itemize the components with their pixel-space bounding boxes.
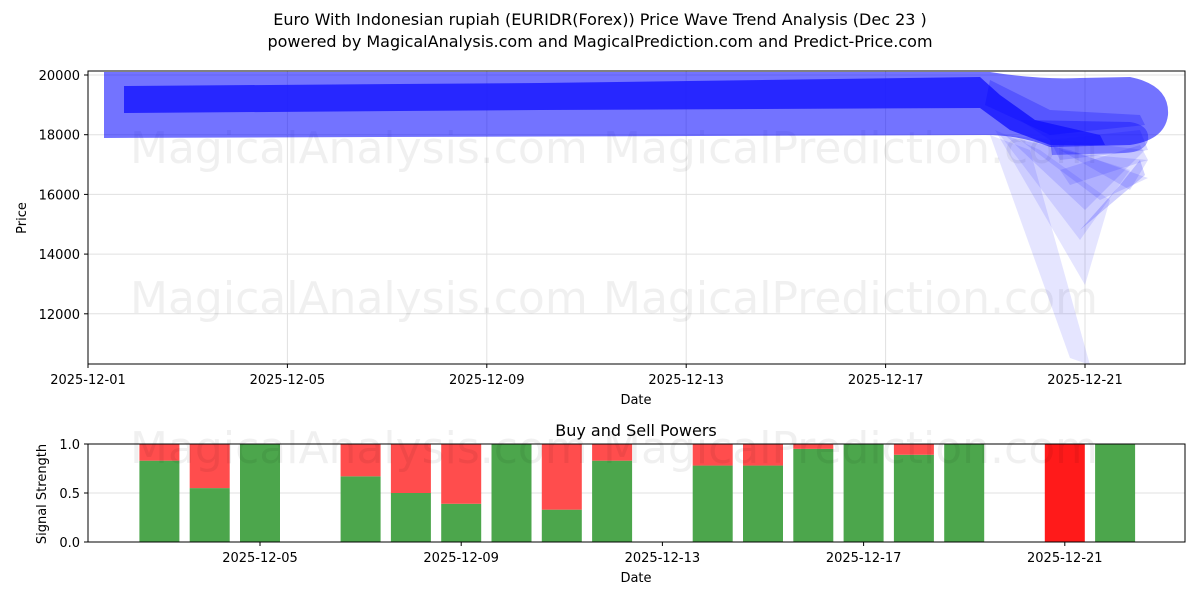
watermark-6: MagicalPrediction.com xyxy=(603,423,1098,474)
watermark-5: MagicalAnalysis.com xyxy=(130,423,588,474)
y-tick-label: 1.0 xyxy=(59,438,80,453)
signal-plot: Buy and Sell Powers MagicalAnalysis.com … xyxy=(35,421,1186,586)
buy-bar xyxy=(843,444,884,542)
x-tick-label: 2025-12-09 xyxy=(449,373,525,388)
signal-x-label: Date xyxy=(620,571,651,586)
price-plot-frame xyxy=(87,70,1186,365)
x-tick-label: 2025-12-13 xyxy=(625,551,701,566)
signal-y-label: Signal Strength xyxy=(35,444,50,544)
x-tick-label: 2025-12-05 xyxy=(222,551,298,566)
buy-bar xyxy=(541,509,582,542)
buy-bar xyxy=(240,444,280,542)
wave-bands xyxy=(104,72,1169,155)
sell-bar xyxy=(139,444,180,461)
sell-bar xyxy=(592,444,633,461)
y-tick-label: 0.0 xyxy=(59,536,80,551)
y-tick-label: 16000 xyxy=(39,188,80,203)
y-tick-label: 14000 xyxy=(39,248,80,263)
sell-bar xyxy=(441,444,482,504)
signal-watermarks: MagicalAnalysis.com MagicalPrediction.co… xyxy=(130,423,1098,474)
sell-bar xyxy=(692,444,733,466)
y-tick-label: 0.5 xyxy=(59,487,80,502)
x-tick-label: 2025-12-17 xyxy=(848,373,924,388)
sell-bar xyxy=(793,444,834,449)
sell-bar xyxy=(743,444,783,466)
sell-bar xyxy=(1044,444,1085,542)
x-tick-label: 2025-12-09 xyxy=(423,551,499,566)
x-tick-label: 2025-12-01 xyxy=(50,373,126,388)
y-tick-label: 18000 xyxy=(39,129,80,144)
sell-bar xyxy=(541,444,582,510)
y-tick-label: 20000 xyxy=(39,69,80,84)
watermark-3: MagicalAnalysis.com xyxy=(130,273,588,324)
price-plot: MagicalAnalysis.com MagicalPrediction.co… xyxy=(15,69,1186,408)
x-tick-label: 2025-12-21 xyxy=(1027,551,1103,566)
y-tick-label: 12000 xyxy=(39,308,80,323)
buy-bar xyxy=(441,503,482,542)
buy-bar xyxy=(189,488,230,542)
buy-bar xyxy=(1095,444,1136,542)
buy-bar xyxy=(340,476,381,542)
price-y-axis: 12000 14000 16000 18000 20000 xyxy=(39,69,88,323)
buy-bar xyxy=(893,454,934,542)
buy-bar xyxy=(793,448,834,542)
x-tick-label: 2025-12-21 xyxy=(1047,373,1123,388)
x-tick-label: 2025-12-05 xyxy=(250,373,326,388)
signal-y-axis: 0.0 0.5 1.0 xyxy=(59,438,88,551)
chart-title: Euro With Indonesian rupiah (EURIDR(Fore… xyxy=(273,10,927,29)
sell-bar xyxy=(390,444,431,493)
signal-bars xyxy=(139,444,1136,542)
x-tick-label: 2025-12-13 xyxy=(648,373,724,388)
chart-subtitle: powered by MagicalAnalysis.com and Magic… xyxy=(267,32,933,51)
buy-bar xyxy=(944,444,985,542)
buy-bar xyxy=(390,493,431,542)
price-x-label: Date xyxy=(620,393,651,408)
buy-bar xyxy=(692,465,733,542)
price-y-label: Price xyxy=(15,202,30,234)
buy-bar xyxy=(139,460,180,542)
buy-bar xyxy=(491,444,532,542)
sell-bar xyxy=(893,444,934,455)
x-tick-label: 2025-12-17 xyxy=(826,551,902,566)
signal-plot-title: Buy and Sell Powers xyxy=(555,421,717,440)
buy-bar xyxy=(743,465,783,542)
watermark-4: MagicalPrediction.com xyxy=(603,273,1098,324)
buy-bar xyxy=(592,460,633,542)
price-watermarks: MagicalAnalysis.com MagicalPrediction.co… xyxy=(130,123,1098,324)
sell-bar xyxy=(340,444,381,477)
signal-x-axis: 2025-12-05 2025-12-09 2025-12-13 2025-12-17… xyxy=(222,542,1103,566)
forecast-fan xyxy=(990,130,1148,365)
sell-bar xyxy=(189,444,230,489)
price-x-axis: 2025-12-01 2025-12-05 2025-12-09 2025-12-13… xyxy=(50,364,1123,388)
